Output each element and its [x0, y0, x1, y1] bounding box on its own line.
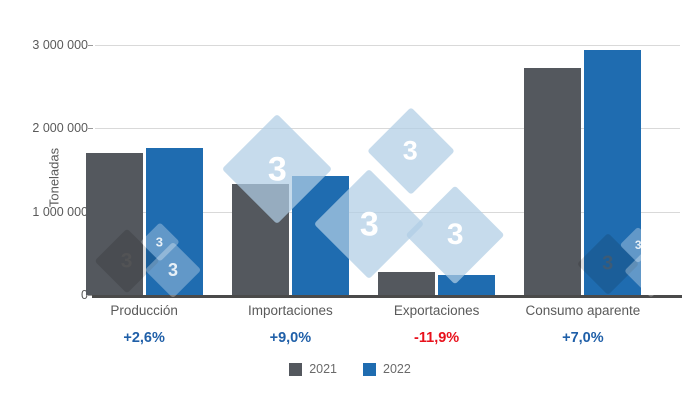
y-axis-tick-label: 2 000 000: [32, 121, 88, 136]
bar-2021-0[interactable]: [85, 152, 143, 295]
y-axis-tick-label: 1 000 000: [32, 204, 88, 219]
bar-2021-2[interactable]: [378, 272, 436, 295]
x-axis-category-label: Exportaciones: [393, 303, 480, 318]
y-axis-title: Toneladas: [46, 147, 62, 208]
legend-label: 2022: [383, 362, 411, 376]
legend-item[interactable]: 2021: [289, 362, 337, 376]
bar-2022-3[interactable]: [584, 50, 642, 295]
gridline: [95, 45, 680, 46]
variation-label: -11,9%: [414, 330, 460, 346]
bar-2021-1[interactable]: [231, 183, 289, 295]
plot-area: [85, 45, 680, 295]
variation-label: +2,6%: [123, 330, 165, 346]
bar-2022-0[interactable]: [145, 147, 203, 295]
y-axis-tick-label: 0: [81, 288, 88, 302]
legend-item[interactable]: 2022: [363, 362, 411, 376]
x-axis-category-label: Importaciones: [247, 303, 333, 318]
x-axis-category-label: Producción: [110, 303, 178, 318]
y-axis-tick: [88, 45, 93, 46]
y-axis-tick: [88, 128, 93, 130]
legend-label: 2021: [309, 362, 337, 376]
y-axis-tick-label: 3 000 000: [32, 38, 88, 52]
bar-2021-3[interactable]: [524, 67, 582, 295]
variation-label: +9,0%: [269, 330, 312, 346]
x-axis-baseline: [92, 295, 682, 298]
y-axis-tick: [88, 295, 93, 296]
variation-label: +7,0%: [562, 330, 604, 346]
bar-2022-2[interactable]: [438, 275, 496, 295]
legend-swatch: [289, 362, 303, 376]
chart-legend: 2021 2022: [0, 362, 700, 376]
x-axis-category-label: Consumo aparente: [525, 303, 641, 318]
legend-swatch: [363, 362, 376, 376]
bar-2022-1[interactable]: [291, 175, 349, 295]
